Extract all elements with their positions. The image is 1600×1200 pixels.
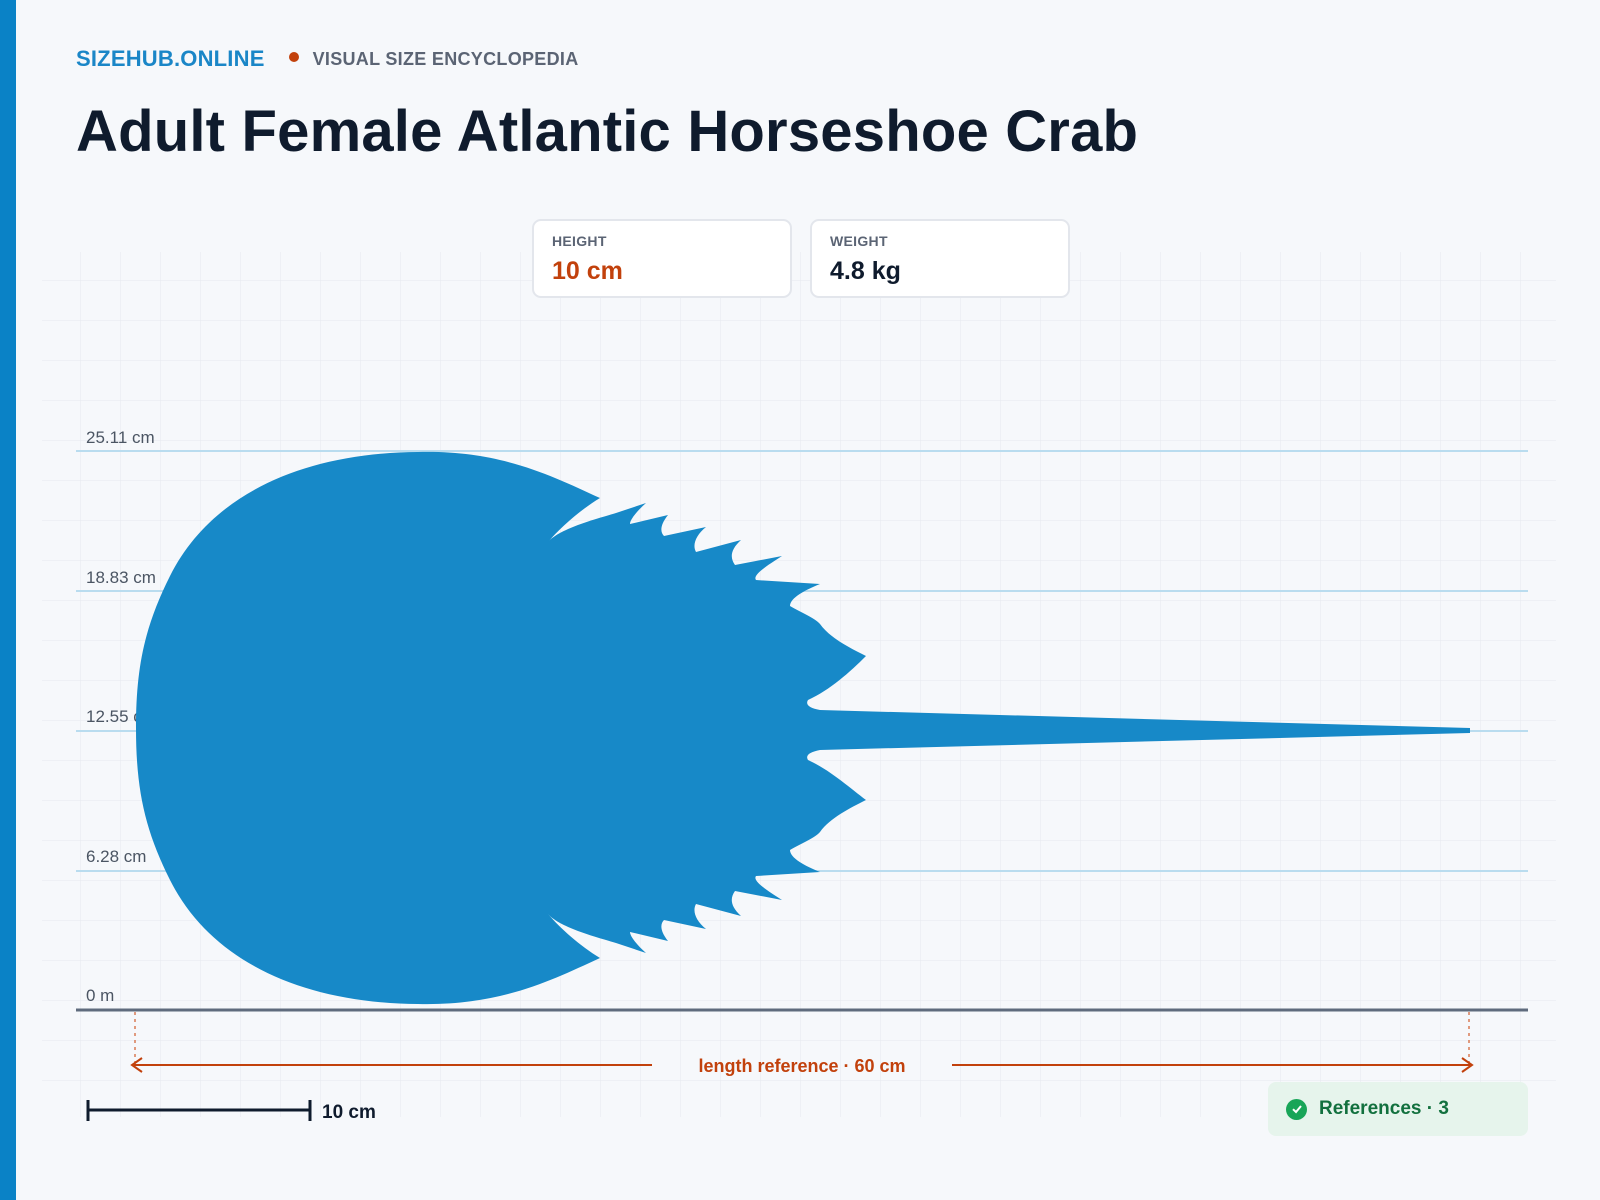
references-button[interactable]: References · 3 bbox=[1268, 1082, 1528, 1136]
scale-bar bbox=[86, 1100, 312, 1121]
length-reference-label: length reference · 60 cm bbox=[698, 1056, 905, 1076]
height-label: HEIGHT bbox=[552, 233, 607, 249]
weight-value: 4.8 kg bbox=[830, 257, 901, 285]
references-label: References · 3 bbox=[1319, 1098, 1449, 1119]
height-card: HEIGHT 10 cm bbox=[532, 219, 792, 298]
tick-label: 18.83 cm bbox=[86, 568, 156, 587]
site-brand[interactable]: SIZEHUB.ONLINE bbox=[76, 46, 265, 71]
weight-card: WEIGHT 4.8 kg bbox=[810, 219, 1070, 298]
accent-bar bbox=[0, 0, 16, 1200]
site-tagline: VISUAL SIZE ENCYCLOPEDIA bbox=[312, 48, 579, 69]
check-circle-icon bbox=[1286, 1098, 1307, 1120]
brand-row: SIZEHUB.ONLINE VISUAL SIZE ENCYCLOPEDIA bbox=[76, 46, 579, 72]
arrow-right-icon bbox=[1461, 1057, 1474, 1073]
tick-label: 0 m bbox=[86, 986, 114, 1005]
page-title: Adult Female Atlantic Horseshoe Crab bbox=[76, 99, 1139, 164]
horseshoe-crab-silhouette[interactable] bbox=[136, 451, 1470, 1005]
scale-bar-label: 10 cm bbox=[322, 1102, 376, 1123]
separator-dot-icon bbox=[288, 52, 299, 62]
arrow-left-icon bbox=[130, 1057, 143, 1073]
tick-label: 6.28 cm bbox=[86, 847, 146, 866]
tick-label: 25.11 cm bbox=[86, 428, 155, 447]
height-value: 10 cm bbox=[552, 257, 623, 285]
crab-carapace-shape bbox=[136, 451, 1470, 1005]
weight-label: WEIGHT bbox=[830, 233, 888, 249]
